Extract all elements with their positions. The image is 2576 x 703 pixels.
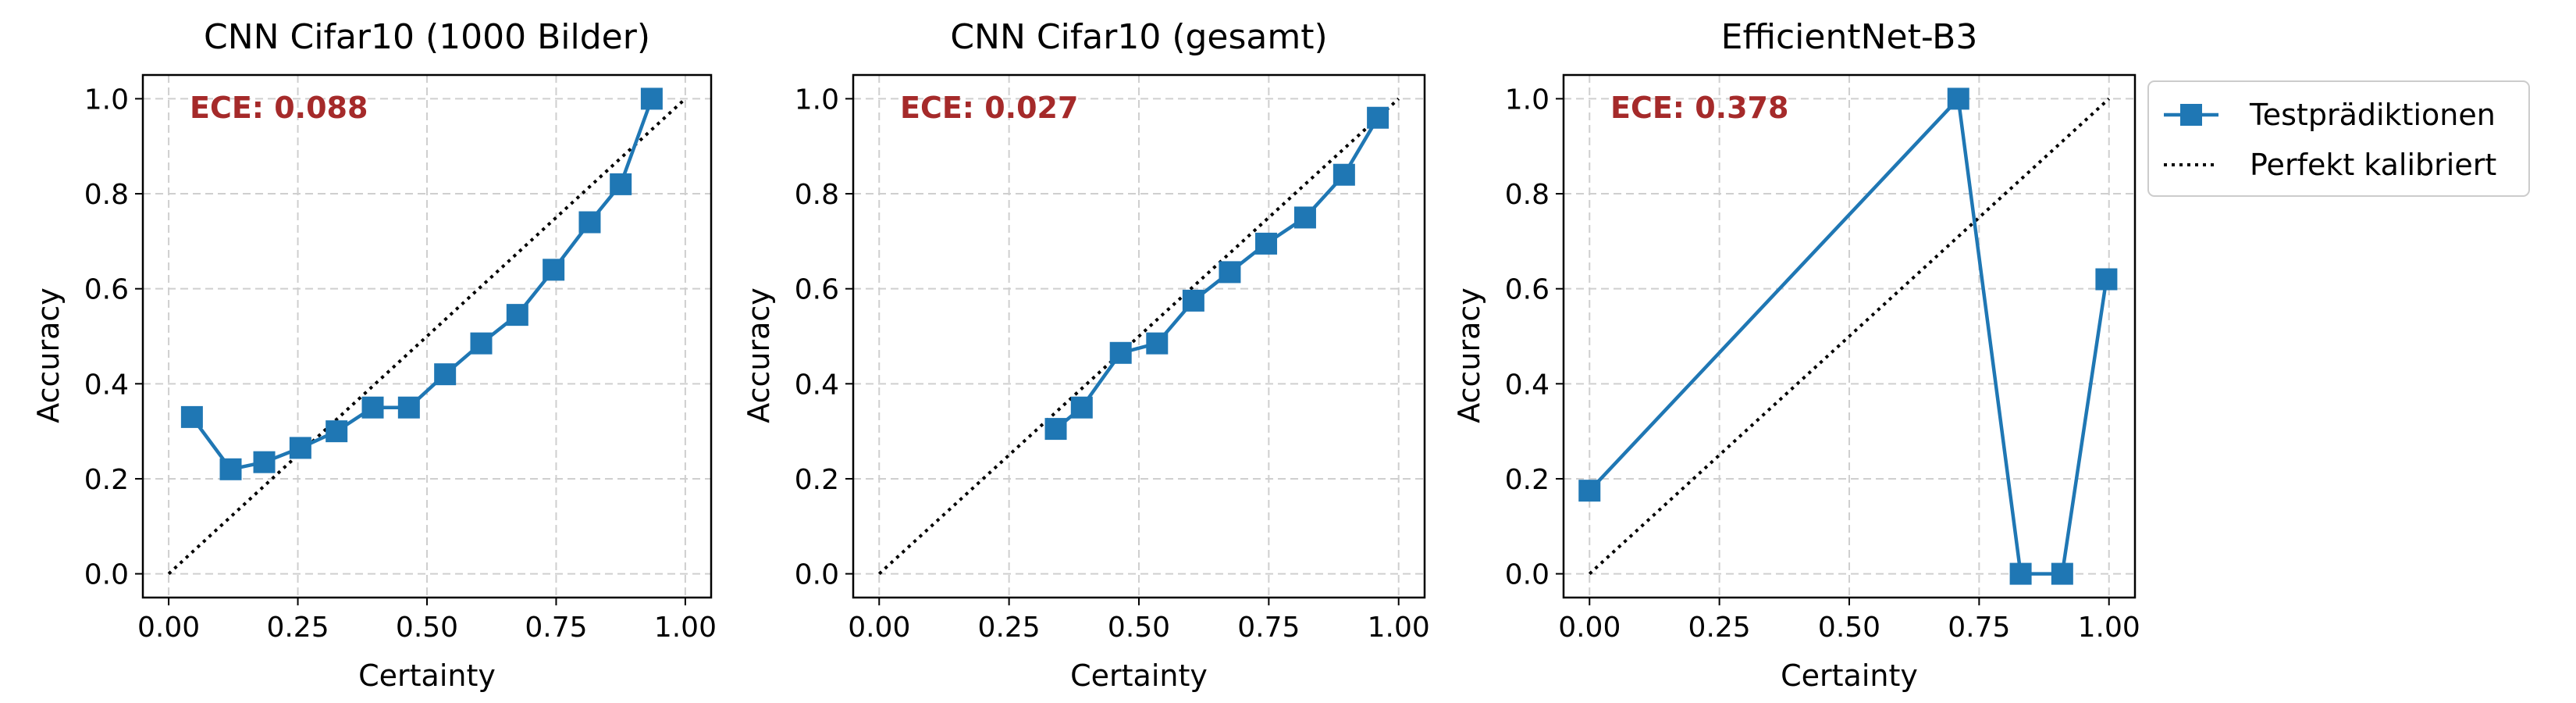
legend-reference-label: Perfekt kalibriert	[2250, 148, 2496, 182]
perfect-calibration-line	[877, 97, 1400, 576]
panel-3-ece-annotation: ECE: 0.378	[1610, 91, 1788, 125]
panel-3: 0.00 0.25 0.50 0.75 1.00 0.0 0.2 0.4 0.6 0.8 1.0 E…	[1452, 17, 2140, 693]
y-tick-label: 0.2	[84, 464, 129, 496]
x-tick-label: 1.00	[1368, 612, 1430, 644]
panel-2-ece-annotation: ECE: 0.027	[900, 91, 1078, 125]
y-tick-label: 0.0	[84, 559, 129, 591]
data-point-marker	[1367, 106, 1389, 129]
data-point-marker	[543, 259, 565, 281]
x-tick-label: 0.50	[1108, 612, 1170, 644]
panel-2-plot-area: 0.00 0.25 0.50 0.75 1.00 0.0 0.2 0.4 0.6 0.8 1.0	[795, 73, 1430, 644]
legend: Testprädiktionen Perfekt kalibriert	[2147, 80, 2530, 197]
panel-3-title: EfficientNet-B3	[1721, 17, 1978, 57]
x-tick-label: 0.00	[848, 612, 910, 644]
data-point-marker	[1293, 206, 1316, 229]
y-tick-label: 0.4	[1505, 369, 1550, 401]
panel-1-title: CNN Cifar10 (1000 Bilder)	[204, 17, 650, 57]
x-tick-label: 0.75	[525, 612, 587, 644]
series-line	[190, 98, 654, 472]
data-point-marker	[1146, 332, 1169, 355]
panel-2: 0.00 0.25 0.50 0.75 1.00 0.0 0.2 0.4 0.6 0.8 1.0 C…	[742, 17, 1430, 693]
x-tick-label: 1.00	[2078, 612, 2140, 644]
panel-2-title: CNN Cifar10 (gesamt)	[950, 17, 1327, 57]
x-tick-label: 0.25	[1688, 612, 1751, 644]
y-tick-label: 0.8	[795, 179, 839, 211]
data-point-marker	[640, 87, 663, 110]
y-tick-label: 1.0	[1505, 84, 1550, 116]
data-point-marker	[2051, 562, 2073, 585]
y-tick-label: 0.6	[795, 274, 839, 306]
data-point-marker	[2009, 562, 2032, 585]
perfect-calibration-line	[1588, 97, 2111, 576]
data-point-marker	[1182, 289, 1204, 312]
series-line	[1588, 97, 2108, 576]
data-point-marker	[219, 458, 242, 480]
axes-frame	[852, 73, 1426, 599]
panel-1: 0.00 0.25 0.50 0.75 1.00 0.0 0.2 0.4 0.6 0.8 1.0 C…	[31, 17, 717, 693]
x-tick-label: 1.00	[654, 612, 717, 644]
data-point-marker	[434, 363, 457, 386]
data-point-marker	[2095, 268, 2118, 291]
series-line	[1055, 116, 1380, 430]
data-point-marker	[397, 396, 420, 419]
data-point-marker	[610, 173, 632, 195]
axes-frame	[141, 73, 713, 599]
y-tick-label: 0.2	[795, 464, 839, 496]
data-point-marker	[1219, 261, 1241, 284]
x-tick-label: 0.25	[978, 612, 1041, 644]
data-point-marker	[1255, 232, 1278, 255]
x-tick-label: 0.75	[1948, 612, 2010, 644]
x-tick-label: 0.00	[1558, 612, 1621, 644]
data-point-marker	[1578, 480, 1601, 502]
data-point-marker	[1070, 396, 1093, 419]
y-tick-label: 1.0	[84, 84, 129, 116]
x-tick-label: 0.25	[266, 612, 329, 644]
y-tick-label: 0.6	[84, 274, 129, 306]
panel-1-xlabel: Certainty	[358, 658, 496, 693]
legend-series-marker	[2180, 104, 2202, 126]
legend-series-label: Testprädiktionen	[2249, 98, 2496, 132]
panel-2-xlabel: Certainty	[1070, 658, 1208, 693]
panel-3-plot-area: 0.00 0.25 0.50 0.75 1.00 0.0 0.2 0.4 0.6 0.8 1.0	[1505, 73, 2140, 644]
y-tick-label: 0.0	[795, 559, 839, 591]
panel-2-ylabel: Accuracy	[742, 287, 776, 423]
y-tick-label: 0.0	[1505, 559, 1550, 591]
panel-1-plot-area: 0.00 0.25 0.50 0.75 1.00 0.0 0.2 0.4 0.6 0.8 1.0	[84, 73, 717, 644]
x-tick-label: 0.00	[137, 612, 200, 644]
data-point-marker	[1332, 163, 1355, 186]
x-tick-label: 0.50	[1818, 612, 1880, 644]
data-point-marker	[326, 420, 348, 443]
data-point-marker	[470, 332, 493, 355]
data-point-marker	[180, 405, 203, 428]
y-tick-label: 0.2	[1505, 464, 1550, 496]
panel-1-ece-annotation: ECE: 0.088	[190, 91, 368, 125]
y-tick-label: 0.8	[84, 179, 129, 211]
data-point-marker	[1044, 418, 1067, 441]
x-tick-label: 0.50	[396, 612, 458, 644]
x-tick-label: 0.75	[1237, 612, 1300, 644]
data-point-marker	[506, 304, 528, 327]
y-tick-label: 1.0	[795, 84, 839, 116]
panel-3-xlabel: Certainty	[1781, 658, 1918, 693]
y-tick-label: 0.4	[795, 369, 839, 401]
data-point-marker	[1109, 341, 1132, 364]
legend-frame	[2147, 80, 2530, 197]
axes-frame	[1562, 73, 2137, 599]
y-tick-label: 0.4	[84, 369, 129, 401]
data-point-marker	[289, 437, 311, 459]
panel-1-ylabel: Accuracy	[31, 287, 66, 423]
y-tick-label: 0.8	[1505, 179, 1550, 211]
panel-3-ylabel: Accuracy	[1452, 287, 1486, 423]
y-tick-label: 0.6	[1505, 274, 1550, 306]
data-point-marker	[361, 396, 384, 419]
data-point-marker	[253, 451, 276, 473]
data-point-marker	[578, 211, 601, 234]
data-point-marker	[1947, 87, 1969, 110]
